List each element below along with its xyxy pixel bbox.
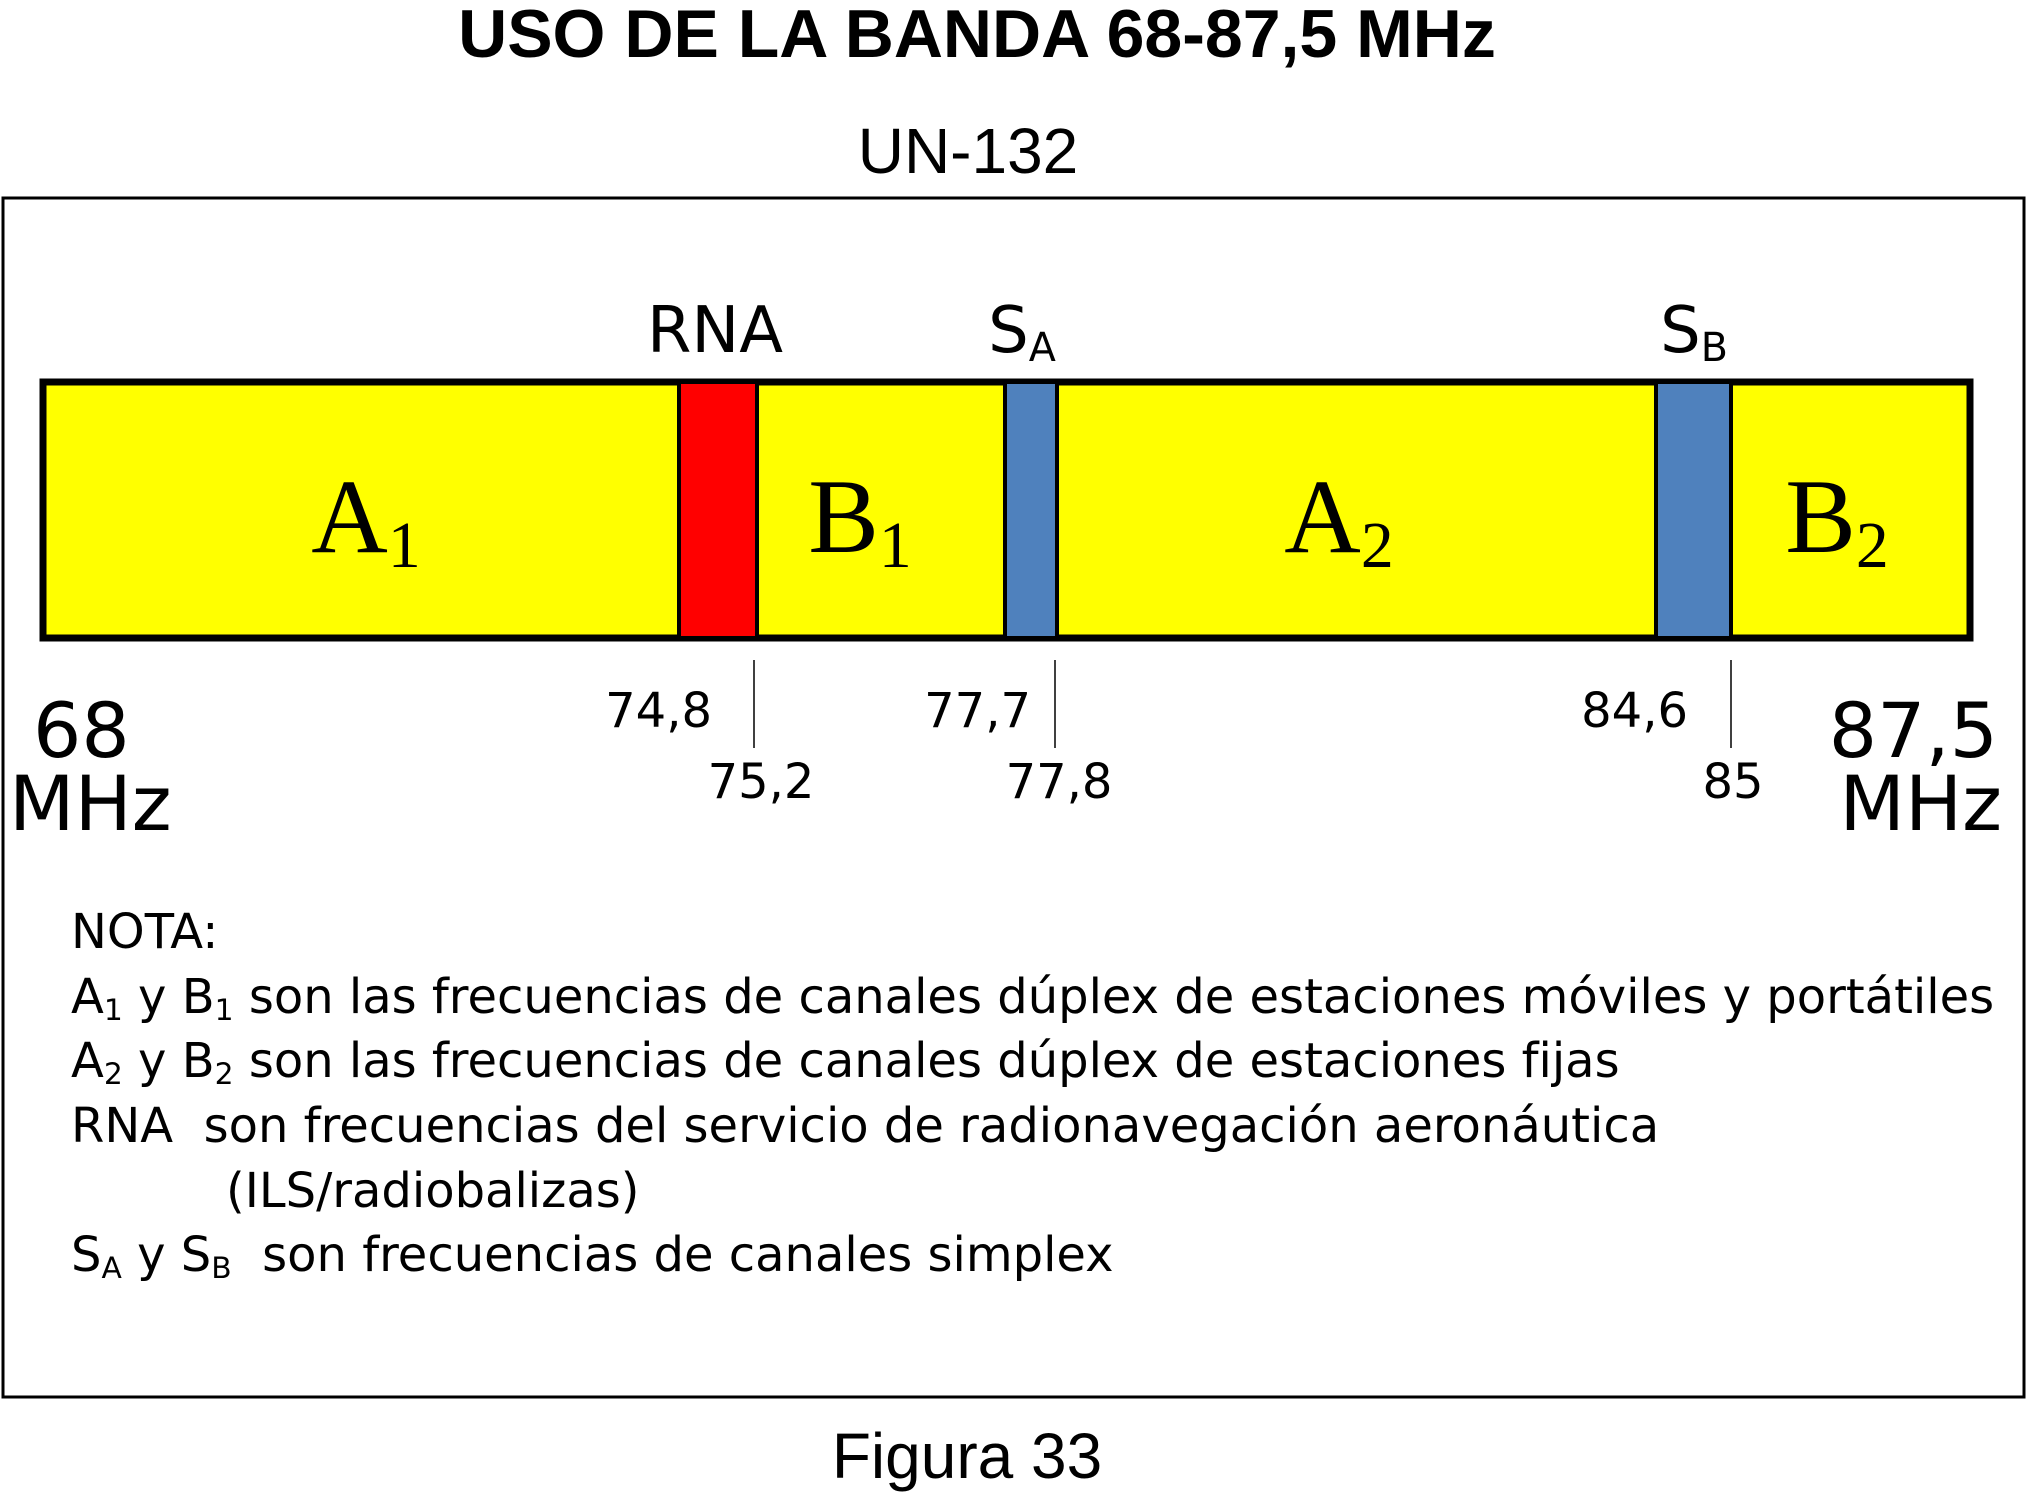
band-start-unit: MHz [9,759,172,848]
subscript: A [101,1251,122,1286]
sb-label: SB [1660,294,1728,371]
text-run: A [71,969,104,1025]
subscript: 1 [879,509,912,582]
text-run: (ILS/radiobalizas) [226,1163,639,1219]
subscript: B [1701,325,1728,371]
boundary-label: 75,2 [708,754,815,810]
subscript: 2 [215,1057,234,1092]
frame [1,196,2026,1399]
sb-block [1654,380,1733,640]
band-end-unit: MHz [1839,759,2002,848]
sa-label: SA [988,294,1056,371]
segment-label: B2 [1785,458,1889,582]
note-line: SA y SB son frecuencias de canales simpl… [71,1227,1114,1286]
title: USO DE LA BANDA 68-87,5 MHz [458,0,1496,72]
boundary-label: 74,8 [605,683,712,739]
subscript: 2 [104,1057,123,1092]
text-run: y S [122,1227,211,1283]
text-run: son las frecuencias de canales dúplex de… [234,1033,1620,1089]
boundary-label: 85 [1702,754,1763,810]
segment-label: A1 [311,458,420,582]
note-line: A1 y B1 son las frecuencias de canales d… [71,969,1994,1028]
text-run: S [988,294,1029,368]
band-end-value: 87,5 [1829,686,1998,775]
sa-block [1003,380,1059,640]
note-line: A2 y B2 son las frecuencias de canales d… [71,1033,1620,1092]
note-line: (ILS/radiobalizas) [226,1163,639,1219]
text-run: A [71,1033,104,1089]
rna-block [677,380,759,640]
text-run: A [1284,458,1361,575]
caption: Figura 33 [832,1420,1102,1492]
subscript: 1 [104,993,123,1028]
subscript: 2 [1856,509,1889,582]
text-run: S [1660,294,1701,368]
text-run: B [808,458,879,575]
rna-label: RNA [647,294,783,368]
text-run: son frecuencias de canales simplex [232,1227,1114,1283]
text-run: y B [123,969,215,1025]
subscript: B [211,1251,231,1286]
boundary-label: 84,6 [1581,683,1688,739]
segment-label: B1 [808,458,912,582]
subscript: 1 [215,993,234,1028]
text-run: RNA son frecuencias del servicio de radi… [71,1098,1659,1154]
subtitle: UN-132 [858,115,1079,187]
subscript: 2 [1361,509,1394,582]
text-run: son las frecuencias de canales dúplex de… [234,969,1995,1025]
text-run: A [311,458,388,575]
boundary-label: 77,7 [924,683,1031,739]
note-line: RNA son frecuencias del servicio de radi… [71,1098,1659,1154]
text-run: S [71,1227,101,1283]
band-start-value: 68 [33,686,130,775]
boundary-label: 77,8 [1006,754,1113,810]
subscript: 1 [388,509,421,582]
segment-label: A2 [1284,458,1393,582]
text-run: y B [123,1033,215,1089]
subscript: A [1029,325,1056,371]
notes-heading: NOTA: [71,904,218,960]
text-run: B [1785,458,1856,575]
